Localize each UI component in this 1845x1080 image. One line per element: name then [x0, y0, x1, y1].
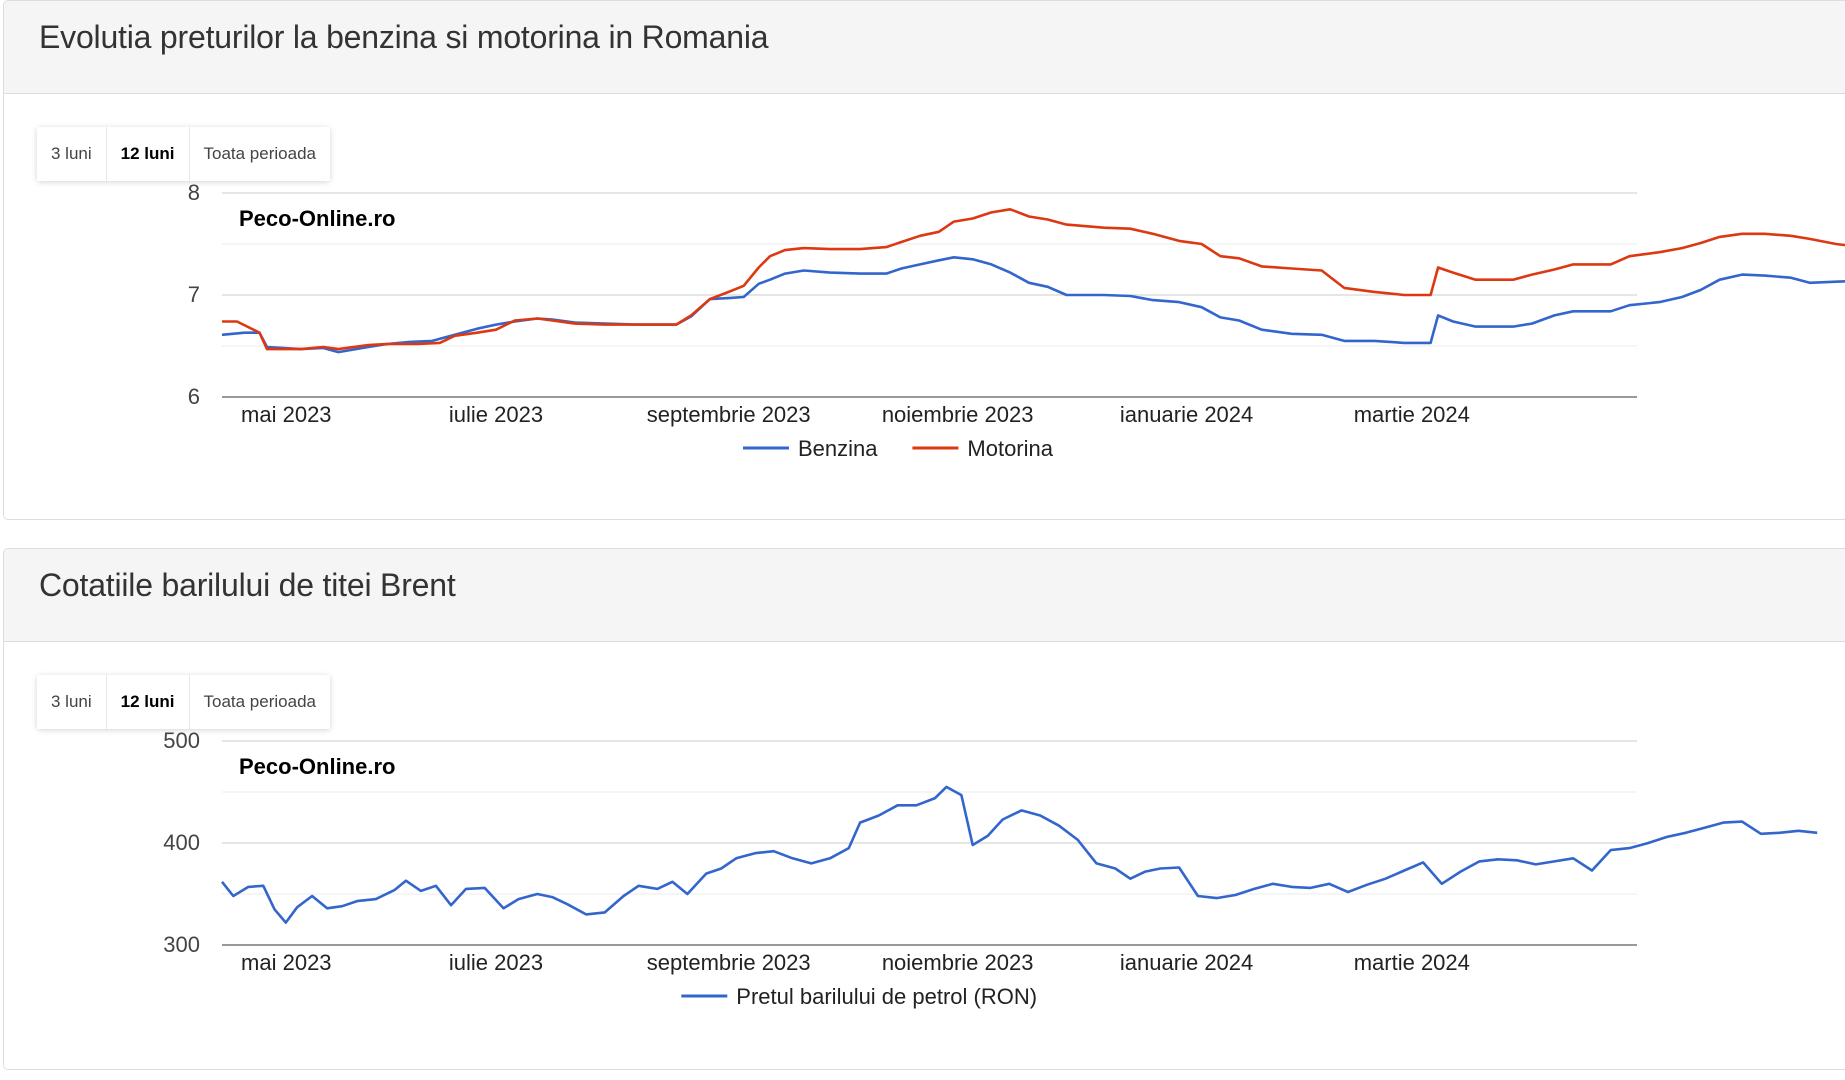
fuel-price-panel: Evolutia preturilor la benzina si motori…	[3, 0, 1845, 520]
y-tick-label: 8	[188, 180, 200, 205]
x-tick-label: mai 2023	[241, 402, 332, 427]
x-tick-label: ianuarie 2024	[1120, 402, 1253, 427]
range-button-group: 3 luni 12 luni Toata perioada	[37, 675, 330, 729]
x-tick-label: martie 2024	[1354, 402, 1470, 427]
series-line	[222, 208, 1845, 351]
x-tick-label: iulie 2023	[449, 950, 543, 975]
panel-header: Cotatiile barilului de titei Brent	[4, 549, 1845, 642]
x-tick-label: noiembrie 2023	[882, 402, 1034, 427]
y-tick-label: 400	[163, 830, 200, 855]
x-tick-label: noiembrie 2023	[882, 950, 1034, 975]
range-all-period-button[interactable]: Toata perioada	[189, 675, 330, 729]
y-tick-label: 6	[188, 384, 200, 409]
panel-title: Cotatiile barilului de titei Brent	[39, 567, 456, 603]
gridlines	[222, 740, 1637, 946]
brent-price-panel: Cotatiile barilului de titei Brent 3 lun…	[3, 548, 1845, 1070]
x-tick-label: ianuarie 2024	[1120, 950, 1253, 975]
brent-price-chart[interactable]: 300 400 500 mai 2023 iulie 2023 septembrie 20…	[4, 642, 1845, 1068]
range-3-months-button[interactable]: 3 luni	[37, 127, 107, 181]
panel-title: Evolutia preturilor la benzina si motori…	[39, 19, 769, 55]
x-tick-label: septembrie 2023	[647, 950, 811, 975]
range-3-months-button[interactable]: 3 luni	[37, 675, 107, 729]
x-tick-label: iulie 2023	[449, 402, 543, 427]
fuel-price-chart[interactable]: 6 7 8 mai 2023 iulie 2023 septembrie 2023 noie…	[4, 94, 1845, 520]
x-tick-label: martie 2024	[1354, 950, 1470, 975]
legend-label: Benzina	[798, 436, 878, 461]
y-tick-label: 500	[163, 728, 200, 753]
series-line	[220, 785, 1818, 924]
chart-area: 3 luni 12 luni Toata perioada 300 400 500 m…	[4, 642, 1845, 1068]
y-tick-label: 7	[188, 282, 200, 307]
range-all-period-button[interactable]: Toata perioada	[189, 127, 330, 181]
range-12-months-button[interactable]: 12 luni	[106, 127, 190, 181]
chart-legend: Benzina Motorina	[743, 436, 1054, 461]
x-tick-label: mai 2023	[241, 950, 332, 975]
legend-label: Motorina	[967, 436, 1053, 461]
y-tick-label: 300	[163, 932, 200, 957]
x-tick-label: septembrie 2023	[647, 402, 811, 427]
range-12-months-button[interactable]: 12 luni	[106, 675, 190, 729]
legend-label: Pretul barilului de petrol (RON)	[736, 984, 1037, 1009]
range-button-group: 3 luni 12 luni Toata perioada	[37, 127, 330, 181]
chart-area: 3 luni 12 luni Toata perioada 6 7 8 mai 202…	[4, 94, 1845, 520]
chart-legend: Pretul barilului de petrol (RON)	[681, 984, 1037, 1009]
watermark-text: Peco-Online.ro	[239, 206, 395, 231]
panel-header: Evolutia preturilor la benzina si motori…	[4, 1, 1845, 94]
watermark-text: Peco-Online.ro	[239, 754, 395, 779]
